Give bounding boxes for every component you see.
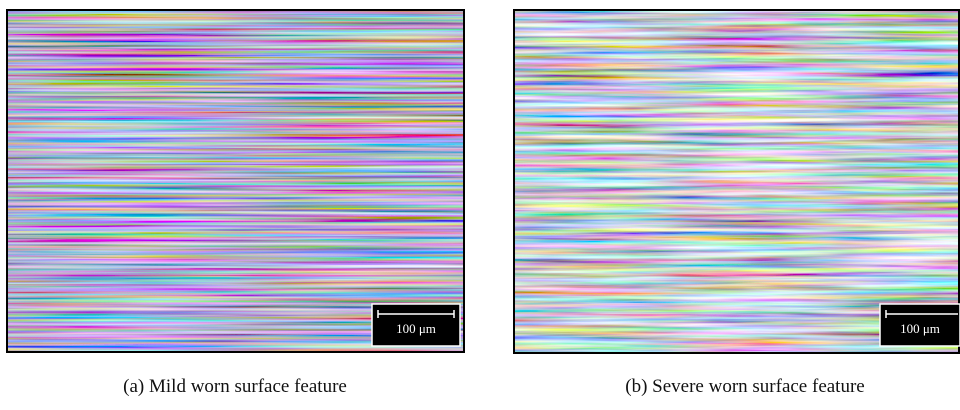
micrograph-a-texture: [7, 10, 464, 352]
micrograph-b-texture: [514, 10, 960, 353]
figure-page: 100 μm (a) Mild worn surface feature 100…: [0, 0, 960, 410]
figure: 100 μm (a) Mild worn surface feature 100…: [0, 0, 960, 410]
caption: (a) Mild worn surface feature: [123, 376, 347, 397]
scale-label: 100 μm: [396, 321, 436, 336]
scale-label: 100 μm: [900, 321, 940, 336]
caption: (b) Severe worn surface feature: [625, 376, 864, 397]
